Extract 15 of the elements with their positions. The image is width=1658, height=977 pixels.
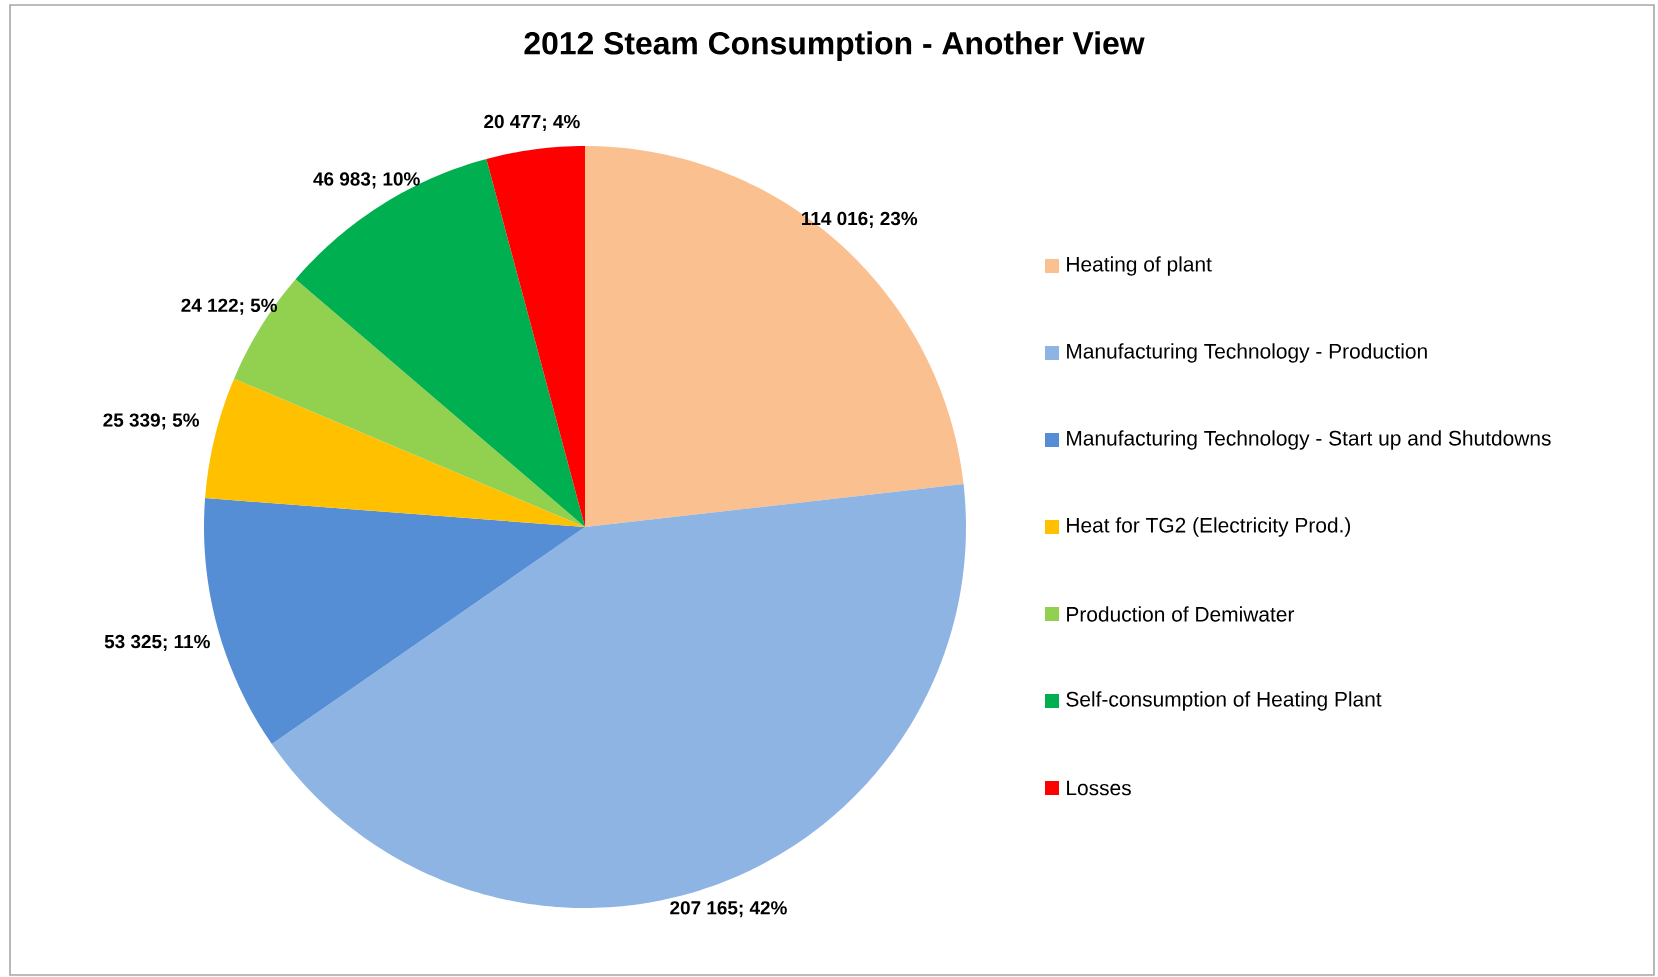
legend-label: Losses	[1067, 780, 1131, 796]
chart-title: 2012 Steam Consumption - Another View	[524, 31, 1145, 61]
legend-label: Manufacturing Technology - Start up and Shutdowns	[1067, 430, 1551, 450]
legend-label: Self-consumption of Heating Plant	[1066, 691, 1382, 711]
legend-label: Heating of plant	[1067, 256, 1212, 276]
data-label: 20 477; 4%	[484, 114, 580, 132]
data-label: 46 983; 10%	[313, 172, 420, 189]
legend-label: Heat for TG2 (Electricity Prod.)	[1067, 517, 1351, 537]
legend-label: Production of Demiwater	[1067, 606, 1295, 622]
data-label: 25 339; 5%	[103, 413, 200, 430]
data-label: 207 165; 42%	[670, 901, 787, 918]
data-label: 114 016; 23%	[802, 211, 918, 228]
data-label: 53 325; 11%	[104, 634, 210, 651]
data-label: 24 122; 5%	[181, 298, 278, 315]
legend-label: Manufacturing Technology - Production	[1067, 343, 1427, 363]
